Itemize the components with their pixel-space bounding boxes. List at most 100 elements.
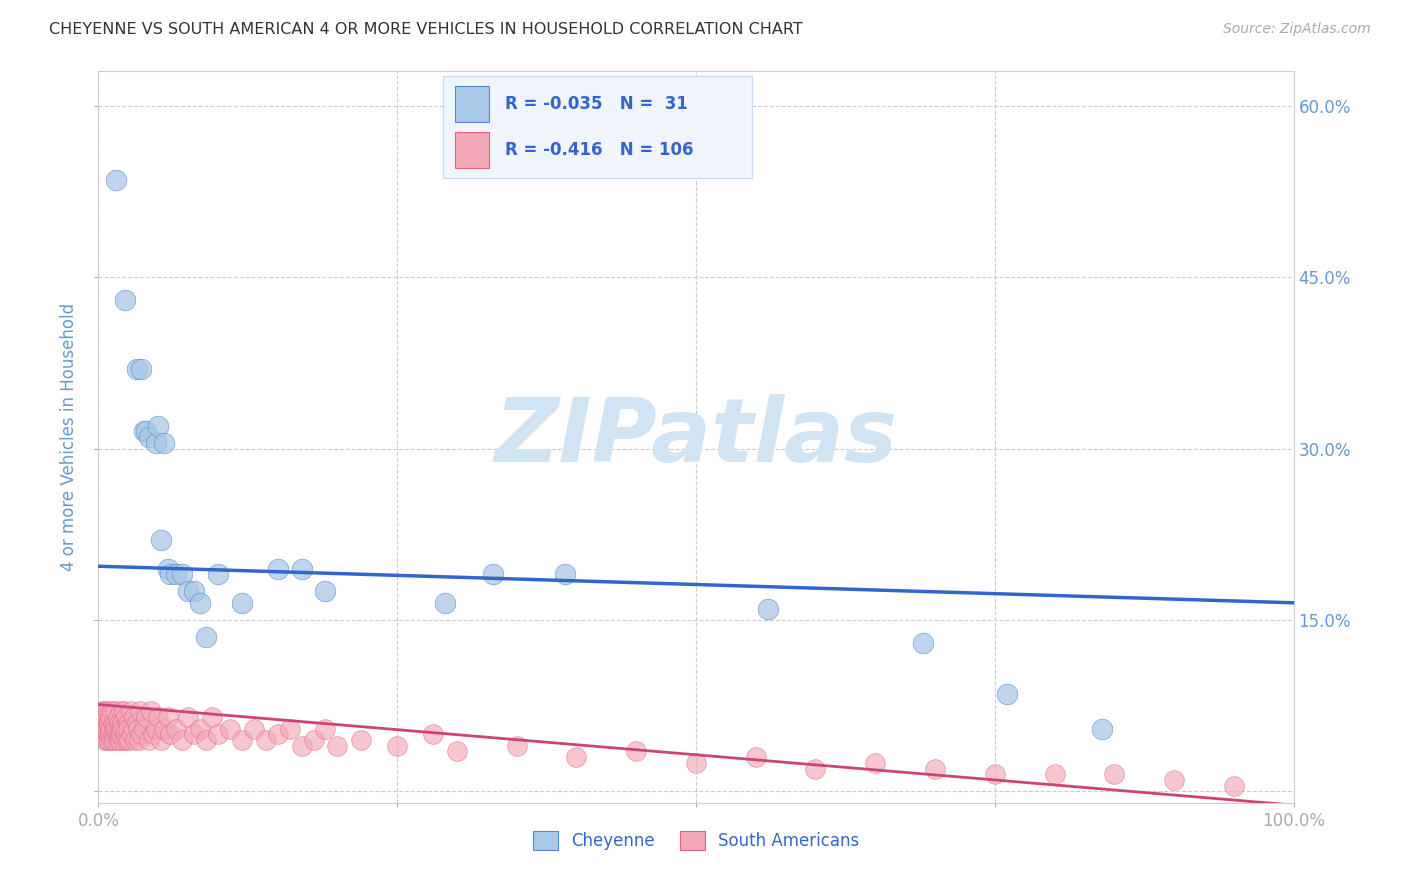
Point [565, 750, 588, 764]
Point [96, 710, 118, 724]
Legend: Cheyenne, South Americans: Cheyenne, South Americans [526, 824, 866, 856]
Point [148, 710, 170, 724]
Point [153, 435, 176, 450]
Point [94, 710, 117, 724]
Point [165, 722, 187, 736]
Point [107, 715, 129, 730]
Point [156, 561, 179, 575]
Point [98, 733, 121, 747]
Point [219, 722, 242, 736]
Point [315, 584, 337, 599]
Point [267, 561, 290, 575]
Point [911, 636, 934, 650]
Point [326, 739, 349, 753]
Point [121, 727, 143, 741]
Point [117, 722, 139, 736]
Point [98, 727, 122, 741]
Point [165, 567, 187, 582]
Point [1223, 779, 1246, 793]
Point [108, 733, 131, 747]
Point [107, 733, 129, 747]
Point [231, 596, 253, 610]
Point [149, 733, 172, 747]
Point [254, 733, 277, 747]
Text: Source: ZipAtlas.com: Source: ZipAtlas.com [1223, 22, 1371, 37]
Point [446, 744, 468, 758]
Point [97, 715, 120, 730]
Point [172, 733, 194, 747]
Point [132, 722, 155, 736]
Point [97, 727, 120, 741]
Point [91, 727, 114, 741]
Point [267, 727, 290, 741]
Point [149, 533, 172, 547]
Point [315, 722, 337, 736]
Point [107, 727, 129, 741]
Point [110, 705, 132, 719]
Point [756, 601, 779, 615]
Point [103, 722, 125, 736]
Point [104, 715, 127, 730]
Point [231, 733, 253, 747]
Point [685, 756, 707, 770]
Point [114, 722, 136, 736]
Point [111, 715, 134, 730]
FancyBboxPatch shape [456, 132, 489, 168]
Point [422, 727, 444, 741]
Point [135, 425, 157, 439]
Point [129, 705, 152, 719]
Point [110, 727, 132, 741]
Point [122, 722, 145, 736]
Point [626, 744, 648, 758]
Point [107, 710, 129, 724]
Point [145, 722, 167, 736]
Y-axis label: 4 or more Vehicles in Household: 4 or more Vehicles in Household [60, 303, 79, 571]
Point [159, 727, 181, 741]
Point [105, 173, 128, 187]
Point [91, 710, 114, 724]
Point [91, 722, 114, 736]
Point [177, 710, 200, 724]
Point [291, 561, 314, 575]
Point [145, 435, 167, 450]
Point [350, 733, 373, 747]
Point [148, 418, 170, 433]
Point [103, 733, 125, 747]
Point [291, 739, 314, 753]
Point [120, 705, 142, 719]
Point [135, 710, 157, 724]
Point [243, 722, 266, 736]
Point [183, 584, 205, 599]
Point [924, 762, 946, 776]
Point [105, 722, 128, 736]
Point [127, 722, 149, 736]
Point [124, 710, 146, 724]
Point [98, 722, 122, 736]
Point [1043, 767, 1066, 781]
Point [1104, 767, 1126, 781]
Point [96, 733, 118, 747]
Point [96, 722, 118, 736]
Point [278, 722, 301, 736]
Point [195, 630, 218, 644]
Point [131, 361, 153, 376]
Point [100, 733, 122, 747]
Point [131, 727, 153, 741]
Point [139, 705, 162, 719]
Point [125, 715, 148, 730]
Point [94, 727, 117, 741]
Point [132, 425, 155, 439]
Point [1163, 772, 1185, 787]
Point [434, 596, 457, 610]
Point [159, 567, 181, 582]
Point [108, 722, 131, 736]
Point [115, 733, 138, 747]
Point [93, 705, 115, 719]
Point [188, 722, 211, 736]
Point [128, 733, 150, 747]
Point [118, 733, 141, 747]
Point [112, 733, 135, 747]
Point [207, 567, 229, 582]
Point [554, 567, 576, 582]
Point [98, 715, 121, 730]
